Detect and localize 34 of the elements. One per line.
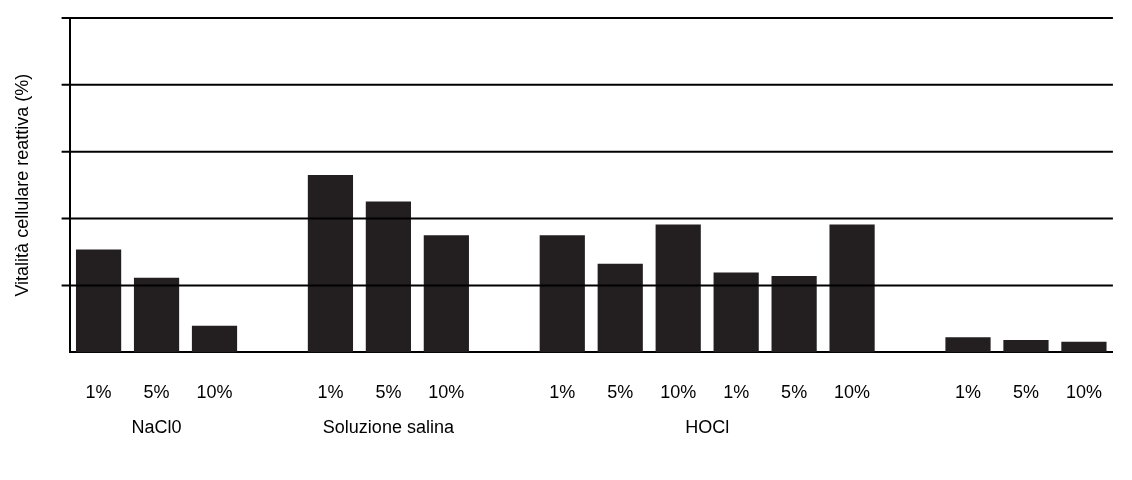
bar: [365, 201, 411, 353]
x-tick-label: 1%: [317, 382, 344, 403]
text: HOCl: [685, 417, 730, 438]
x-tick-label: 10%: [428, 382, 465, 403]
x-tick-label: 5%: [143, 382, 170, 403]
x-tick-label: 10%: [660, 382, 697, 403]
x-tick-label: 5%: [781, 382, 808, 403]
bar: [1061, 341, 1107, 353]
bar: [75, 249, 122, 353]
bar: [423, 235, 469, 353]
bar: [307, 174, 354, 353]
bar: [539, 235, 585, 353]
bar: [191, 325, 238, 353]
x-tick-label: 1%: [85, 382, 112, 403]
x-tick-label: 10%: [1065, 382, 1102, 403]
x-tick-label: 5%: [375, 382, 402, 403]
text: NaCl0: [131, 417, 182, 438]
x-tick-label: 1%: [723, 382, 750, 403]
bar: [829, 224, 875, 353]
bar: [655, 224, 701, 353]
x-tick-label: 1%: [549, 382, 576, 403]
x-tick-label: 5%: [607, 382, 634, 403]
text: Soluzione salina: [322, 417, 455, 438]
y-axis-title: Vitalità cellulare reattiva (%): [11, 73, 32, 297]
bar: [713, 272, 759, 353]
x-tick-label: 5%: [1012, 382, 1039, 403]
bar: [597, 263, 643, 353]
bar: [771, 276, 817, 353]
x-tick-label: 10%: [196, 382, 233, 403]
x-tick-label: 10%: [834, 382, 871, 403]
x-tick-label: 1%: [955, 382, 982, 403]
bar: [133, 277, 180, 353]
bar: [1003, 339, 1049, 353]
bar: [945, 337, 991, 353]
